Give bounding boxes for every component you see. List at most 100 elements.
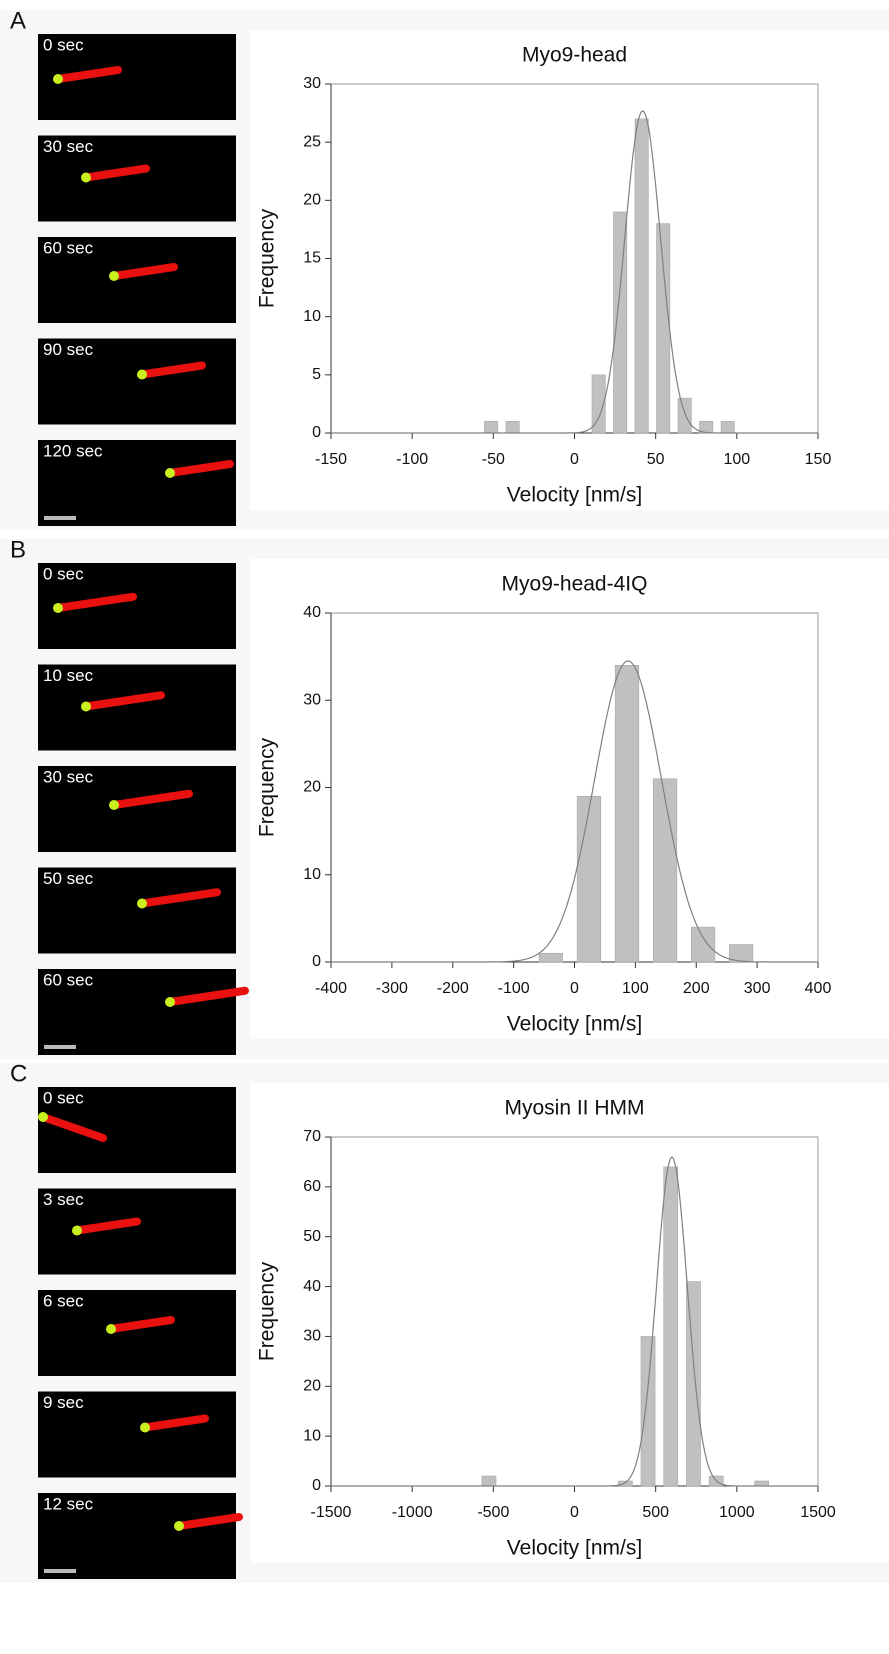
frame-time: 30 sec (43, 767, 94, 786)
y-tick-label: 0 (312, 953, 321, 970)
panel-label: B (10, 536, 26, 563)
filament (107, 1316, 175, 1333)
bar (484, 421, 499, 434)
bar (613, 211, 628, 434)
bar (634, 118, 649, 434)
frame-time: 50 sec (43, 869, 94, 888)
bar (481, 1475, 497, 1487)
motor-tip (165, 997, 175, 1007)
frame-time: 3 sec (43, 1190, 84, 1209)
frame-time: 0 sec (43, 35, 84, 54)
frame-image (38, 135, 236, 222)
motor-tip (106, 1324, 116, 1334)
motor-tip (140, 1422, 150, 1433)
frame-time: 60 sec (43, 238, 94, 257)
bar (538, 952, 564, 963)
y-tick-label: 30 (303, 691, 321, 708)
motor-tip (137, 369, 147, 380)
frame-image (38, 1188, 236, 1275)
y-tick-label: 20 (303, 192, 321, 209)
frame-image (38, 1391, 236, 1478)
frame-image (38, 1493, 236, 1579)
panel-label: C (10, 1060, 27, 1087)
bar (656, 223, 671, 434)
y-axis-label: Frequency (256, 1261, 279, 1361)
bar (614, 665, 640, 963)
motor-tip (137, 898, 147, 909)
x-tick-label: -300 (376, 980, 408, 997)
x-tick-label: -100 (396, 451, 428, 468)
filament (54, 66, 122, 83)
chart-background (250, 1083, 889, 1563)
motor-tip (72, 1225, 82, 1236)
y-tick-label: 0 (312, 1477, 321, 1494)
bar (652, 778, 678, 963)
motor-tip (165, 468, 175, 478)
x-tick-label: -200 (437, 980, 469, 997)
y-tick-label: 25 (303, 133, 321, 150)
frame-image (38, 766, 236, 852)
x-tick-label: 1500 (800, 1504, 836, 1521)
y-tick-label: 20 (303, 779, 321, 796)
x-tick-label: 200 (683, 980, 710, 997)
motor-tip (81, 172, 91, 183)
frame-time: 60 sec (43, 970, 94, 989)
frame-image (38, 867, 236, 954)
x-tick-label: -100 (498, 980, 530, 997)
y-tick-label: 0 (312, 424, 321, 441)
bar (691, 926, 716, 963)
bar (686, 1281, 701, 1487)
filament (166, 460, 234, 477)
x-tick-label: 300 (744, 980, 771, 997)
x-tick-label: -1000 (392, 1504, 433, 1521)
frame-time: 0 sec (43, 564, 84, 583)
frame-time: 6 sec (43, 1291, 84, 1310)
frame-time: 90 sec (43, 340, 94, 359)
filament (141, 1414, 209, 1432)
chart-background (250, 559, 889, 1039)
frame-image (38, 237, 236, 323)
x-tick-label: -500 (477, 1504, 509, 1521)
frame-time: 120 sec (43, 441, 103, 460)
bar (591, 374, 606, 434)
x-tick-label: -1500 (311, 1504, 352, 1521)
filament (110, 789, 193, 809)
x-tick-label: 0 (570, 980, 579, 997)
x-tick-label: 400 (805, 980, 832, 997)
frame-time: 9 sec (43, 1393, 84, 1412)
x-axis-label: Velocity [nm/s] (507, 484, 642, 507)
y-axis-label: Frequency (256, 737, 279, 837)
motor-tip (174, 1521, 184, 1531)
y-tick-label: 5 (312, 366, 321, 383)
x-tick-label: 0 (570, 1504, 579, 1521)
frame-time: 0 sec (43, 1088, 84, 1107)
filament (138, 361, 206, 379)
x-tick-label: 1000 (719, 1504, 755, 1521)
filament (175, 1513, 243, 1530)
y-tick-label: 70 (303, 1128, 321, 1145)
scale-bar (44, 516, 76, 520)
bar (663, 1166, 679, 1487)
x-tick-label: -150 (315, 451, 347, 468)
filament (82, 164, 150, 182)
bar (576, 795, 602, 963)
motor-tip (109, 800, 119, 810)
x-tick-label: -400 (315, 980, 347, 997)
y-axis-label: Frequency (256, 208, 279, 308)
y-tick-label: 50 (303, 1228, 321, 1245)
y-tick-label: 40 (303, 604, 321, 621)
bar (640, 1336, 656, 1487)
x-tick-label: 150 (805, 451, 832, 468)
fit-curve (331, 110, 818, 434)
motor-tip (53, 603, 63, 613)
bar (729, 944, 754, 963)
frame-time: 12 sec (43, 1494, 94, 1513)
filament (138, 888, 221, 908)
frame-image (38, 969, 236, 1055)
frame-image (38, 664, 236, 751)
chart-title: Myo9-head (522, 44, 627, 67)
filament (39, 1113, 107, 1142)
motor-tip (109, 271, 119, 281)
x-tick-label: 50 (647, 451, 665, 468)
